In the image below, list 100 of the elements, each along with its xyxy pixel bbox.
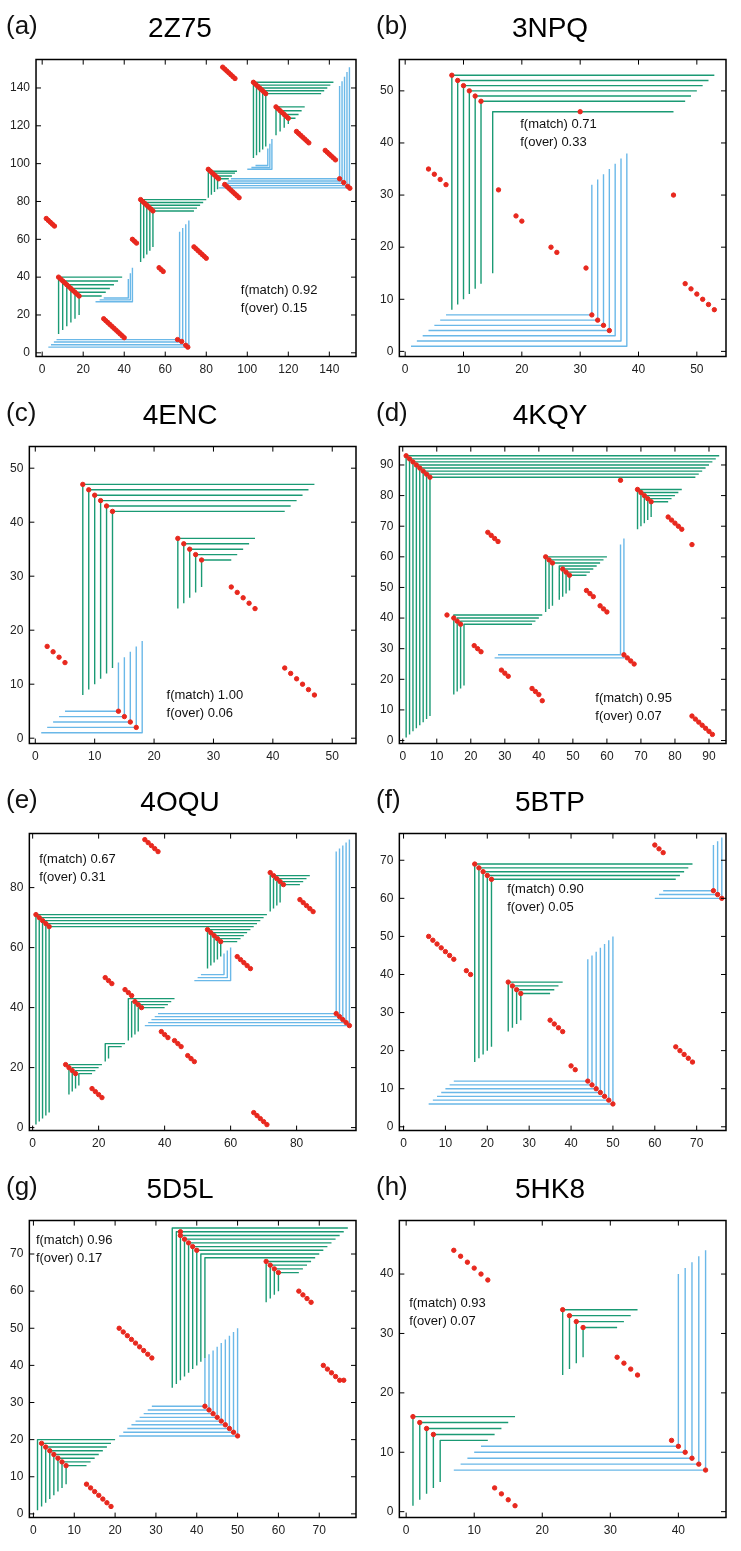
x-tick-label: 50 bbox=[325, 749, 340, 764]
y-tick-label: 60 bbox=[379, 549, 394, 564]
y-tick-label: 80 bbox=[9, 879, 24, 894]
x-tick-label: 0 bbox=[38, 362, 46, 377]
y-tick-label: 0 bbox=[16, 1119, 24, 1134]
x-tick-label: 40 bbox=[157, 1136, 172, 1151]
x-tick-label: 60 bbox=[600, 749, 614, 764]
y-tick-label: 80 bbox=[379, 487, 394, 502]
x-tick-label: 30 bbox=[498, 749, 512, 764]
x-tick-label: 10 bbox=[456, 362, 471, 377]
y-tick-label: 10 bbox=[379, 1444, 394, 1459]
annotation: f(over) 0.31 bbox=[39, 869, 106, 885]
y-tick-label: 120 bbox=[9, 118, 31, 133]
y-tick-label: 70 bbox=[379, 518, 394, 533]
y-tick-label: 50 bbox=[379, 928, 394, 943]
x-tick-label: 20 bbox=[147, 749, 162, 764]
y-tick-label: 40 bbox=[379, 1266, 394, 1281]
y-tick-label: 0 bbox=[16, 1506, 24, 1521]
chart-title: 4ENC bbox=[142, 398, 218, 430]
y-tick-label: 20 bbox=[16, 307, 31, 322]
chart-title: 3NPQ bbox=[511, 11, 589, 43]
x-tick-label: 60 bbox=[271, 1523, 286, 1538]
annotation: f(match) 0.95 bbox=[595, 690, 672, 706]
text: (g) bbox=[6, 1171, 38, 1201]
y-tick-label: 30 bbox=[379, 1004, 394, 1019]
y-tick-label: 20 bbox=[379, 1042, 394, 1057]
y-tick-label: 20 bbox=[379, 671, 394, 686]
x-tick-label: 30 bbox=[206, 749, 221, 764]
chart-title: 5D5L bbox=[146, 1172, 214, 1204]
x-tick-label: 0 bbox=[401, 362, 409, 377]
annotation: f(match) 0.67 bbox=[39, 851, 116, 867]
x-tick-label: 50 bbox=[606, 1136, 620, 1151]
y-tick-label: 50 bbox=[379, 83, 394, 98]
text: (e) bbox=[6, 784, 38, 814]
y-tick-label: 0 bbox=[16, 730, 24, 745]
y-tick-label: 20 bbox=[379, 1385, 394, 1400]
annotation: f(over) 0.05 bbox=[507, 899, 574, 914]
text: (h) bbox=[376, 1171, 408, 1201]
annotation: f(match) 0.71 bbox=[520, 115, 597, 131]
x-tick-label: 20 bbox=[464, 749, 478, 764]
y-tick-label: 30 bbox=[379, 187, 394, 202]
y-tick-label: 10 bbox=[379, 1081, 394, 1096]
x-tick-label: 70 bbox=[634, 749, 648, 764]
x-tick-label: 10 bbox=[88, 749, 102, 764]
y-tick-label: 0 bbox=[23, 345, 31, 360]
y-tick-label: 30 bbox=[379, 640, 394, 655]
x-tick-label: 40 bbox=[266, 749, 280, 764]
x-tick-label: 90 bbox=[702, 749, 716, 764]
x-tick-label: 100 bbox=[237, 362, 258, 377]
y-tick-label: 60 bbox=[9, 939, 24, 954]
annotation: f(match) 0.90 bbox=[507, 881, 584, 896]
x-tick-label: 40 bbox=[631, 362, 646, 377]
x-tick-label: 80 bbox=[668, 749, 682, 764]
x-tick-label: 40 bbox=[117, 362, 132, 377]
y-tick-label: 0 bbox=[386, 343, 394, 358]
x-tick-label: 40 bbox=[532, 749, 546, 764]
text: (f) bbox=[376, 784, 401, 814]
x-tick-label: 30 bbox=[573, 362, 588, 377]
annotation: f(match) 1.00 bbox=[166, 687, 244, 703]
x-tick-label: 140 bbox=[319, 362, 340, 377]
y-tick-label: 60 bbox=[9, 1283, 24, 1298]
y-tick-label: 10 bbox=[379, 702, 394, 717]
x-tick-label: 10 bbox=[438, 1136, 453, 1151]
y-tick-label: 70 bbox=[9, 1246, 24, 1261]
annotation: f(over) 0.15 bbox=[240, 300, 308, 316]
y-tick-label: 60 bbox=[16, 231, 31, 246]
x-tick-label: 10 bbox=[67, 1523, 82, 1538]
x-tick-label: 60 bbox=[223, 1136, 238, 1151]
x-tick-label: 0 bbox=[400, 1136, 408, 1151]
x-tick-label: 60 bbox=[158, 362, 173, 377]
x-tick-label: 20 bbox=[108, 1523, 123, 1538]
x-tick-label: 30 bbox=[522, 1136, 537, 1151]
y-tick-label: 100 bbox=[9, 155, 31, 170]
y-tick-label: 30 bbox=[9, 1394, 24, 1409]
y-tick-label: 40 bbox=[379, 966, 394, 981]
x-tick-label: 50 bbox=[690, 362, 704, 377]
y-tick-label: 10 bbox=[9, 676, 24, 691]
annotation: f(over) 0.06 bbox=[166, 705, 234, 721]
chart-title: 5BTP bbox=[514, 785, 586, 817]
chart-title: 2Z75 bbox=[148, 11, 212, 43]
annotation: f(over) 0.33 bbox=[520, 133, 587, 149]
y-tick-label: 20 bbox=[9, 1431, 24, 1446]
x-tick-label: 20 bbox=[91, 1136, 106, 1151]
x-tick-label: 20 bbox=[76, 362, 91, 377]
x-tick-label: 10 bbox=[430, 749, 444, 764]
chart-title: 4OQU bbox=[140, 785, 220, 817]
y-tick-label: 10 bbox=[379, 291, 394, 306]
chart-title: 5HK8 bbox=[514, 1172, 586, 1204]
y-tick-label: 0 bbox=[386, 1119, 394, 1134]
x-tick-label: 80 bbox=[199, 362, 214, 377]
x-tick-label: 120 bbox=[278, 362, 299, 377]
x-tick-label: 70 bbox=[690, 1136, 704, 1151]
annotation: f(match) 0.96 bbox=[35, 1232, 113, 1248]
chart-title: 4KQY bbox=[512, 398, 588, 430]
x-tick-label: 70 bbox=[312, 1523, 327, 1538]
x-tick-label: 50 bbox=[230, 1523, 245, 1538]
text: (d) bbox=[376, 397, 408, 427]
text: (a) bbox=[6, 10, 38, 40]
y-tick-label: 30 bbox=[9, 568, 24, 583]
annotation: f(match) 0.92 bbox=[240, 282, 318, 298]
